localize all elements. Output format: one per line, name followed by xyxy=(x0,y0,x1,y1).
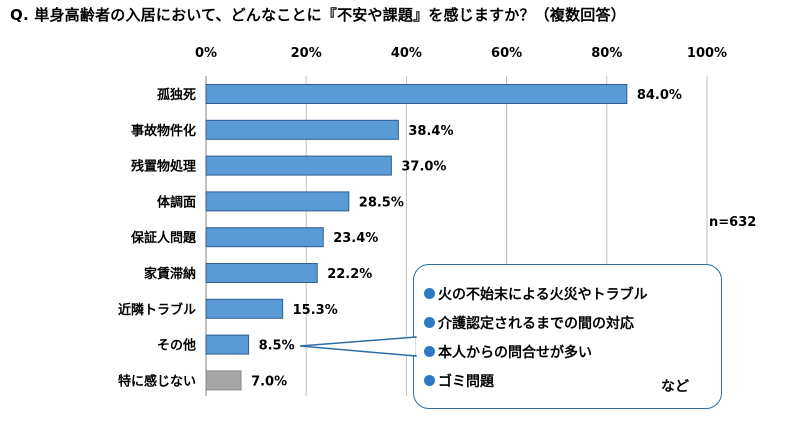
category-label: 残置物処理 xyxy=(131,159,196,175)
callout-pointer-line xyxy=(299,336,417,357)
bar xyxy=(205,370,242,391)
bullet-icon xyxy=(424,346,435,357)
callout-item: 火の不始末による火災やトラブル xyxy=(424,279,648,308)
x-tick-label: 60% xyxy=(491,46,522,61)
bar xyxy=(205,298,284,319)
bar xyxy=(205,263,318,283)
data-label: 7.0% xyxy=(251,374,287,389)
question-title: Q. 単身高齢者の入居において、どんなことに『不安や課題』を感じますか？（複数回… xyxy=(10,6,626,24)
x-tick-label: 0% xyxy=(195,46,217,61)
bullet-icon xyxy=(424,375,435,386)
callout-item: ゴミ問題 xyxy=(424,366,648,395)
category-label: 特に感じない xyxy=(118,373,196,389)
category-label: 事故物件化 xyxy=(131,123,196,139)
callout-item-text: 介護認定されるまでの間の対応 xyxy=(438,315,634,332)
callout-item-text: 本人からの問合せが多い xyxy=(438,344,592,361)
callout-list: 火の不始末による火災やトラブル 介護認定されるまでの間の対応 本人からの問合せが… xyxy=(424,279,648,395)
callout-suffix: など xyxy=(661,379,689,395)
category-label: 家賃滞納 xyxy=(144,266,196,282)
callout-item-text: 火の不始末による火災やトラブル xyxy=(438,286,648,303)
bar xyxy=(205,84,628,104)
bar xyxy=(205,227,324,248)
data-label: 84.0% xyxy=(637,88,682,103)
category-label: 孤独死 xyxy=(157,87,196,103)
x-tick-label: 100% xyxy=(687,46,727,61)
data-label: 37.0% xyxy=(401,160,446,175)
x-tick-label: 80% xyxy=(591,46,622,61)
data-label: 8.5% xyxy=(259,339,295,354)
category-label: 体調面 xyxy=(157,194,196,210)
bar xyxy=(205,155,392,176)
sample-size-label: n=632 xyxy=(709,215,757,230)
data-label: 23.4% xyxy=(333,231,378,246)
callout-item: 介護認定されるまでの間の対応 xyxy=(424,308,648,337)
callout-box: 火の不始末による火災やトラブル 介護認定されるまでの間の対応 本人からの問合せが… xyxy=(413,264,722,409)
bar xyxy=(205,119,399,140)
bar xyxy=(205,334,250,355)
category-label: 保証人問題 xyxy=(130,230,197,246)
data-label: 28.5% xyxy=(359,195,404,210)
category-label: その他 xyxy=(157,338,196,354)
x-tick-label: 20% xyxy=(291,46,322,61)
bar xyxy=(205,191,350,212)
data-label: 22.2% xyxy=(327,267,372,282)
callout-item-text: ゴミ問題 xyxy=(438,373,494,390)
data-label: 15.3% xyxy=(293,303,338,318)
data-label: 38.4% xyxy=(408,124,453,139)
category-label: 近隣トラブル xyxy=(118,302,196,318)
bullet-icon xyxy=(424,288,435,299)
x-tick-label: 40% xyxy=(391,46,422,61)
bullet-icon xyxy=(424,317,435,328)
callout-item: 本人からの問合せが多い xyxy=(424,337,648,366)
